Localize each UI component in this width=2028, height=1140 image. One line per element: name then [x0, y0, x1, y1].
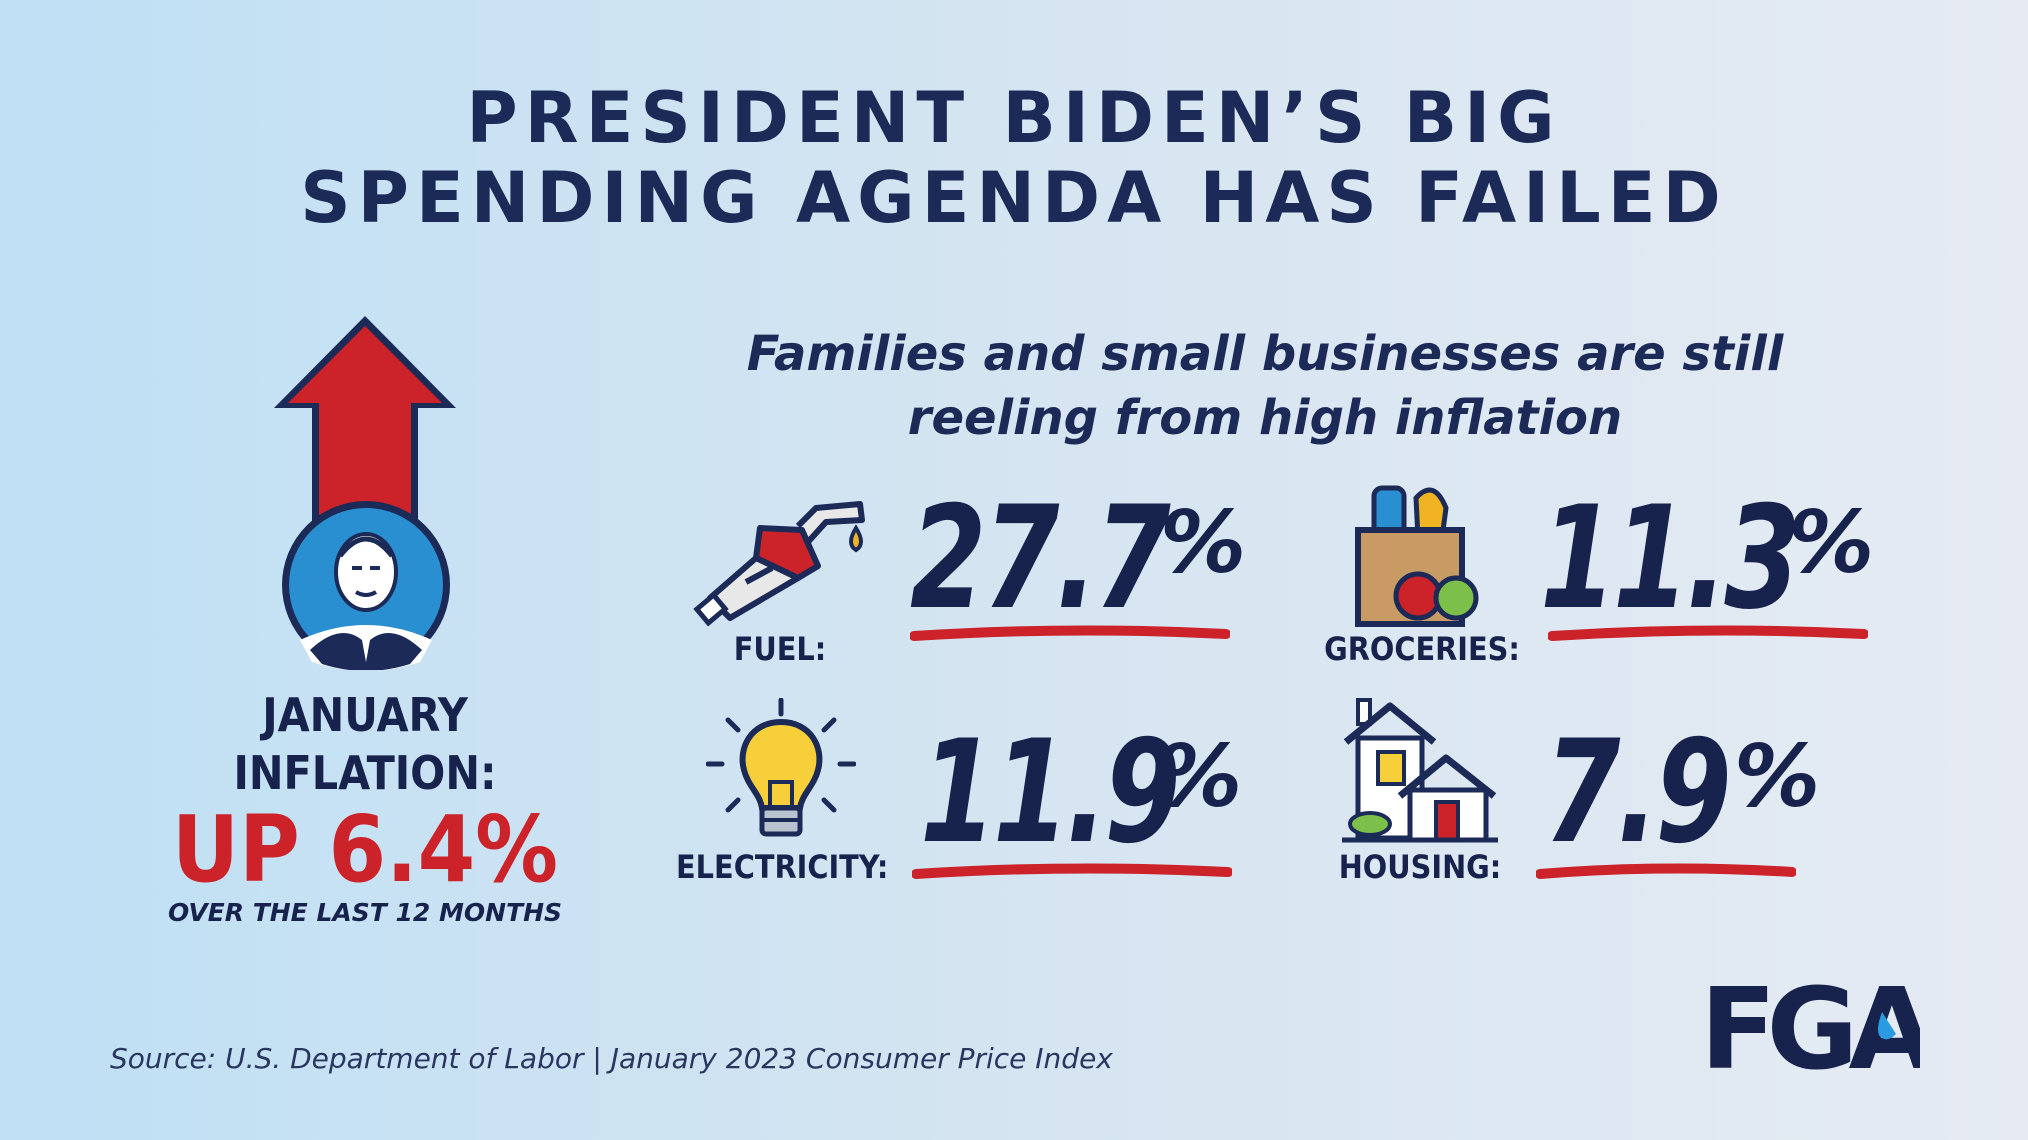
fga-logo: FGA — [1700, 968, 1920, 1078]
title-line-2: SPENDING AGENDA HAS FAILED — [300, 157, 1728, 239]
groceries-underline — [1548, 625, 1868, 641]
fuel-value: 27.7 — [910, 476, 1171, 641]
housing-label: HOUSING: — [1338, 848, 1502, 886]
page-title: PRESIDENT BIDEN’S BIG SPENDING AGENDA HA… — [0, 78, 2028, 238]
housing-underline — [1536, 863, 1796, 879]
january-inflation-label: JANUARY INFLATION: — [150, 686, 580, 802]
housing-percent: % — [1734, 727, 1821, 827]
fuel-underline — [910, 625, 1230, 641]
subtitle-line-2: reeling from high inflation — [907, 390, 1623, 446]
source-citation: Source: U.S. Department of Labor | Janua… — [110, 1042, 1113, 1075]
january-inflation-note: OVER THE LAST 12 MONTHS — [167, 898, 563, 927]
january-label-line-1: JANUARY — [262, 688, 468, 742]
groceries-value: 11.3 — [1540, 476, 1801, 641]
gas-pump-icon — [693, 501, 865, 627]
title-line-1: PRESIDENT BIDEN’S BIG — [466, 77, 1562, 159]
electricity-percent: % — [1156, 727, 1243, 827]
subtitle-line-1: Families and small businesses are still — [746, 326, 1784, 382]
grocery-bag-icon — [1355, 485, 1479, 627]
electricity-value: 11.9 — [920, 710, 1181, 875]
houses-icon — [1342, 698, 1498, 843]
subtitle: Families and small businesses are still … — [700, 322, 1830, 450]
light-bulb-icon — [706, 698, 856, 837]
inflation-arrow-graphic — [274, 316, 456, 670]
electricity-label: ELECTRICITY: — [676, 848, 889, 886]
electricity-underline — [912, 863, 1232, 879]
fuel-percent: % — [1160, 493, 1247, 593]
water-drop-icon — [1878, 1012, 1896, 1040]
up-arrow-icon — [274, 316, 456, 560]
portrait-avatar — [282, 501, 450, 670]
january-inflation-value: UP 6.4% — [171, 796, 559, 903]
fuel-label: FUEL: — [733, 630, 827, 668]
january-label-line-2: INFLATION: — [233, 746, 497, 800]
groceries-percent: % — [1788, 493, 1875, 593]
groceries-label: GROCERIES: — [1324, 630, 1520, 668]
housing-value: 7.9 — [1544, 710, 1732, 875]
